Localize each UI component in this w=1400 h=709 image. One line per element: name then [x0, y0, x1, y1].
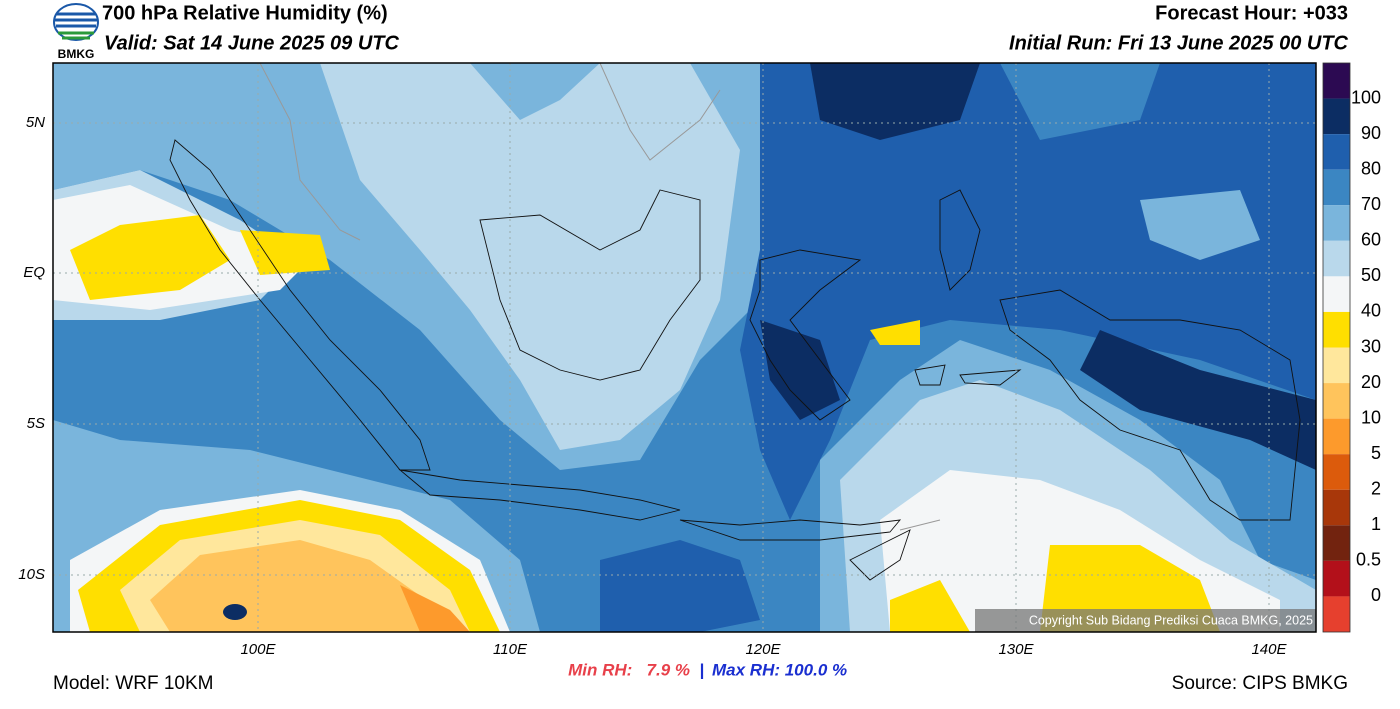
lat-label: 5S — [27, 415, 45, 432]
colorbar-swatch — [1323, 525, 1350, 561]
title: 700 hPa Relative Humidity (%) — [102, 2, 388, 24]
colorbar-swatch — [1323, 169, 1350, 206]
colorbar-swatch — [1323, 383, 1350, 419]
colorbar-swatch — [1323, 311, 1350, 348]
separator: | — [700, 660, 705, 679]
copyright: Copyright Sub Bidang Prediksi Cuaca BMKG… — [1029, 613, 1313, 627]
colorbar-frame — [1322, 62, 1351, 633]
colorbar-label: 60 — [1361, 230, 1381, 250]
colorbar-label: 10 — [1361, 407, 1381, 427]
colorbar-label: 70 — [1361, 194, 1381, 214]
colorbar-swatch — [1323, 205, 1350, 241]
field-dry — [870, 320, 920, 345]
map-field: Copyright Sub Bidang Prediksi Cuaca BMKG… — [53, 63, 1316, 632]
colorbar-swatch — [1323, 418, 1350, 455]
colorbar-label: 90 — [1361, 123, 1381, 143]
field-very-wet — [1080, 330, 1316, 470]
colorbar-swatch — [1323, 347, 1350, 384]
field-dry — [70, 215, 230, 300]
colorbar-label: 40 — [1361, 301, 1381, 321]
copyright-box — [975, 609, 1316, 632]
field-lighter — [320, 63, 740, 450]
border — [259, 63, 941, 531]
colorbar-label: 30 — [1361, 336, 1381, 356]
lat-label: EQ — [23, 264, 45, 281]
model: Model: WRF 10KM — [53, 673, 213, 694]
lat-label: 5N — [26, 114, 45, 131]
colorbar: 100 90 80 70 60 50 40 30 20 10 5 2 1 0.5 0 — [1322, 62, 1381, 633]
min-rh: Min RH: 7.9 % — [568, 660, 690, 679]
source: Source: CIPS BMKG — [1172, 673, 1348, 694]
coastline — [939, 189, 981, 291]
colorbar-label: 100 — [1351, 87, 1381, 107]
colorbar-swatch — [1323, 98, 1350, 135]
colorbar-swatch — [1323, 63, 1350, 99]
colorbar-label: 80 — [1361, 158, 1381, 178]
lon-label: 130E — [998, 641, 1034, 658]
colorbar-label: 2 — [1371, 479, 1381, 499]
logo-text: BMKG — [58, 47, 95, 61]
coastline — [398, 469, 681, 521]
logo: BMKG — [53, 3, 99, 61]
colorbar-label: 50 — [1361, 265, 1381, 285]
colorbar-swatch — [1323, 596, 1350, 632]
field-very-wet — [810, 63, 980, 140]
field-dry — [240, 230, 330, 275]
field-dry — [400, 585, 470, 632]
field-wet — [600, 540, 760, 632]
lon-label: 140E — [1251, 641, 1287, 658]
coastline — [169, 139, 431, 471]
field-wet — [223, 604, 247, 620]
field-wet — [740, 63, 1316, 520]
map-frame — [52, 62, 1317, 633]
initial-run: Initial Run: Fri 13 June 2025 00 UTC — [1009, 32, 1349, 54]
lon-label: 120E — [745, 641, 781, 658]
colorbar-label: 0.5 — [1356, 550, 1381, 570]
coastline — [679, 519, 902, 541]
colorbar-label: 0 — [1371, 585, 1381, 605]
lon-label: 100E — [240, 641, 276, 658]
max-rh: Max RH: 100.0 % — [712, 660, 847, 679]
colorbar-swatch — [1323, 489, 1350, 526]
colorbar-swatch — [1323, 454, 1350, 490]
colorbar-swatch — [1323, 276, 1350, 312]
coastline — [914, 364, 1022, 386]
coastline — [999, 289, 1301, 521]
colorbar-swatch — [1323, 240, 1350, 277]
lat-label: 10S — [18, 566, 45, 583]
forecast-hour: Forecast Hour: +033 — [1155, 2, 1348, 24]
field-base — [1000, 63, 1160, 140]
valid-time: Valid: Sat 14 June 2025 09 UTC — [104, 32, 399, 54]
field-very-wet — [760, 320, 840, 420]
coastline — [479, 189, 701, 381]
coastline — [849, 529, 911, 581]
colorbar-label: 1 — [1371, 514, 1381, 534]
graticule — [53, 63, 1316, 632]
colorbar-label: 5 — [1371, 443, 1381, 463]
field-light — [1140, 190, 1260, 260]
colorbar-swatch — [1323, 134, 1350, 170]
coastline — [749, 249, 862, 421]
colorbar-swatch — [1323, 560, 1350, 597]
colorbar-label: 20 — [1361, 372, 1381, 392]
lon-label: 110E — [493, 641, 528, 658]
